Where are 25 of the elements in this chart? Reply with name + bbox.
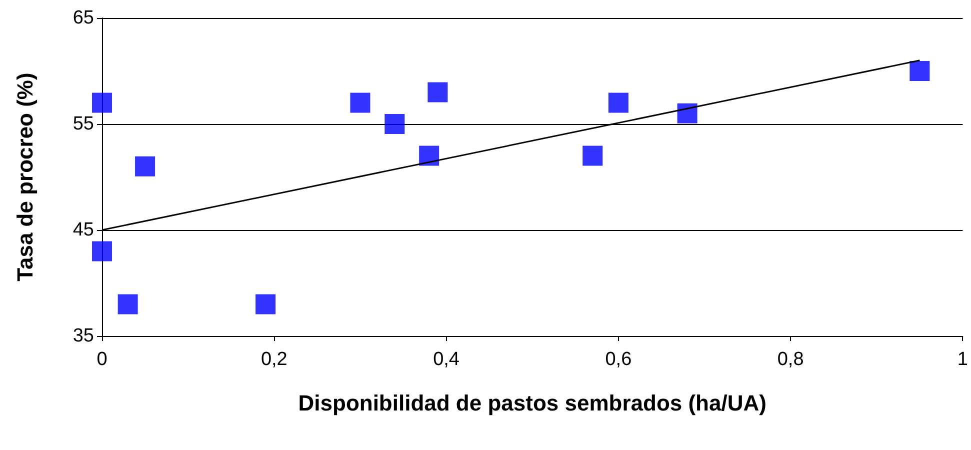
- x-tick-label: 0,8: [777, 349, 804, 370]
- x-tick-label: 0: [96, 349, 108, 370]
- point: [350, 92, 370, 113]
- point: [135, 156, 156, 176]
- y-tick-label: 35: [72, 326, 94, 346]
- point: [608, 92, 628, 113]
- x-tick-label: 1: [957, 349, 968, 370]
- point: [910, 61, 930, 81]
- y-axis-title: Tasa de procreo (%): [12, 72, 38, 282]
- x-tick-label: 0,6: [605, 349, 632, 370]
- x-axis-title: Disponibilidad de pastos sembrados (ha/UA): [298, 390, 766, 416]
- point: [677, 103, 698, 124]
- point: [428, 82, 448, 102]
- y-tick-label: 65: [72, 8, 94, 28]
- point: [92, 241, 112, 262]
- point: [582, 146, 603, 166]
- point: [92, 92, 112, 113]
- point: [419, 146, 440, 166]
- x-tick-label: 0,2: [260, 349, 288, 370]
- point: [118, 294, 138, 314]
- point: [384, 114, 405, 134]
- x-tick-label: 0,4: [433, 349, 460, 370]
- y-tick-label: 55: [72, 114, 94, 134]
- y-tick-label: 45: [72, 220, 94, 240]
- point: [256, 294, 276, 314]
